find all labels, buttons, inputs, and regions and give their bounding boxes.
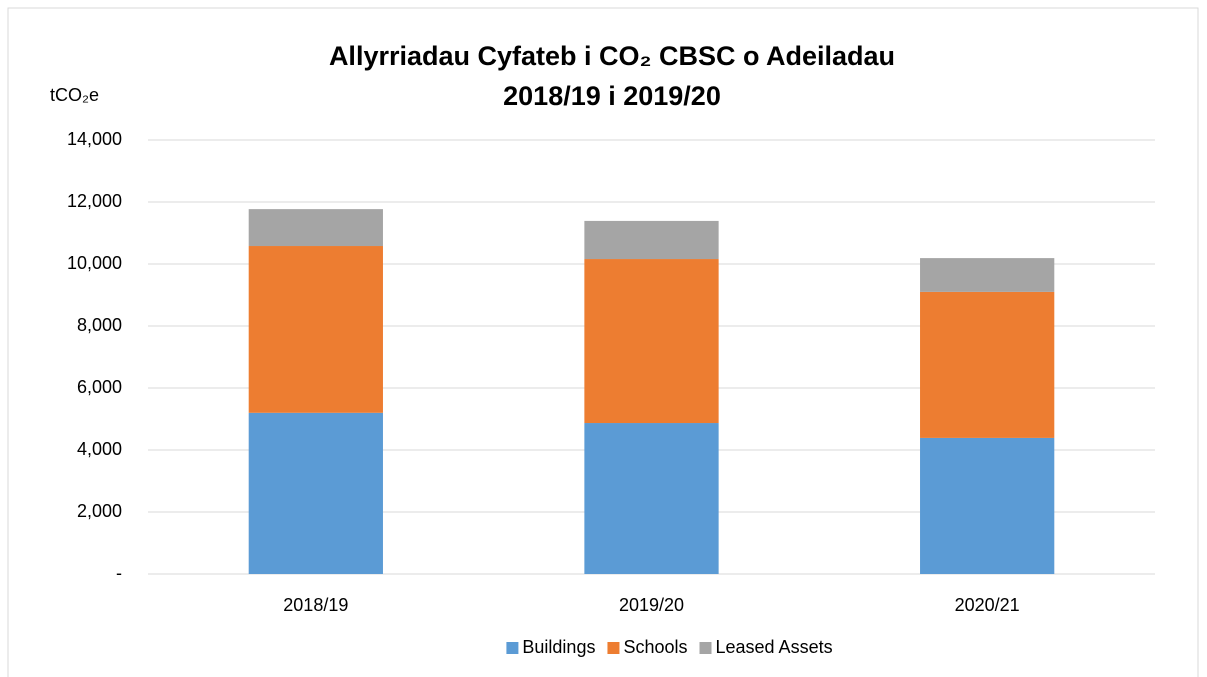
bar-segment	[584, 423, 719, 574]
legend-label: Schools	[623, 637, 687, 657]
chart-title: 2018/19 i 2019/20	[503, 81, 721, 111]
y-tick-label: 8,000	[77, 315, 122, 335]
bar-segment	[248, 209, 383, 247]
chart-border	[7, 7, 1199, 677]
chart-title: Allyrriadau Cyfateb i CO₂ CBSC o Adeilad…	[329, 41, 895, 71]
bar-segment	[920, 437, 1055, 574]
y-tick-label: 2,000	[77, 501, 122, 521]
bar-segment	[920, 291, 1055, 438]
bar-segment	[584, 259, 719, 424]
bar-segment	[248, 246, 383, 413]
y-tick-label: 10,000	[67, 253, 122, 273]
y-tick-label: 12,000	[67, 191, 122, 211]
legend-label: Buildings	[522, 637, 595, 657]
x-tick-label: 2019/20	[619, 595, 684, 615]
y-tick-label: 14,000	[67, 129, 122, 149]
legend-swatch	[699, 642, 712, 654]
y-tick-label: 4,000	[77, 439, 122, 459]
x-tick-label: 2020/21	[955, 595, 1020, 615]
bar-segment	[584, 220, 719, 260]
y-tick-label: -	[116, 563, 122, 583]
y-axis-label: tCO₂e	[50, 85, 99, 105]
legend-swatch	[506, 642, 519, 654]
y-tick-label: 6,000	[77, 377, 122, 397]
bar-segment	[248, 412, 383, 574]
legend-label: Leased Assets	[716, 637, 833, 657]
bar-segment	[920, 258, 1055, 292]
legend-swatch	[607, 642, 620, 654]
x-tick-label: 2018/19	[283, 595, 348, 615]
